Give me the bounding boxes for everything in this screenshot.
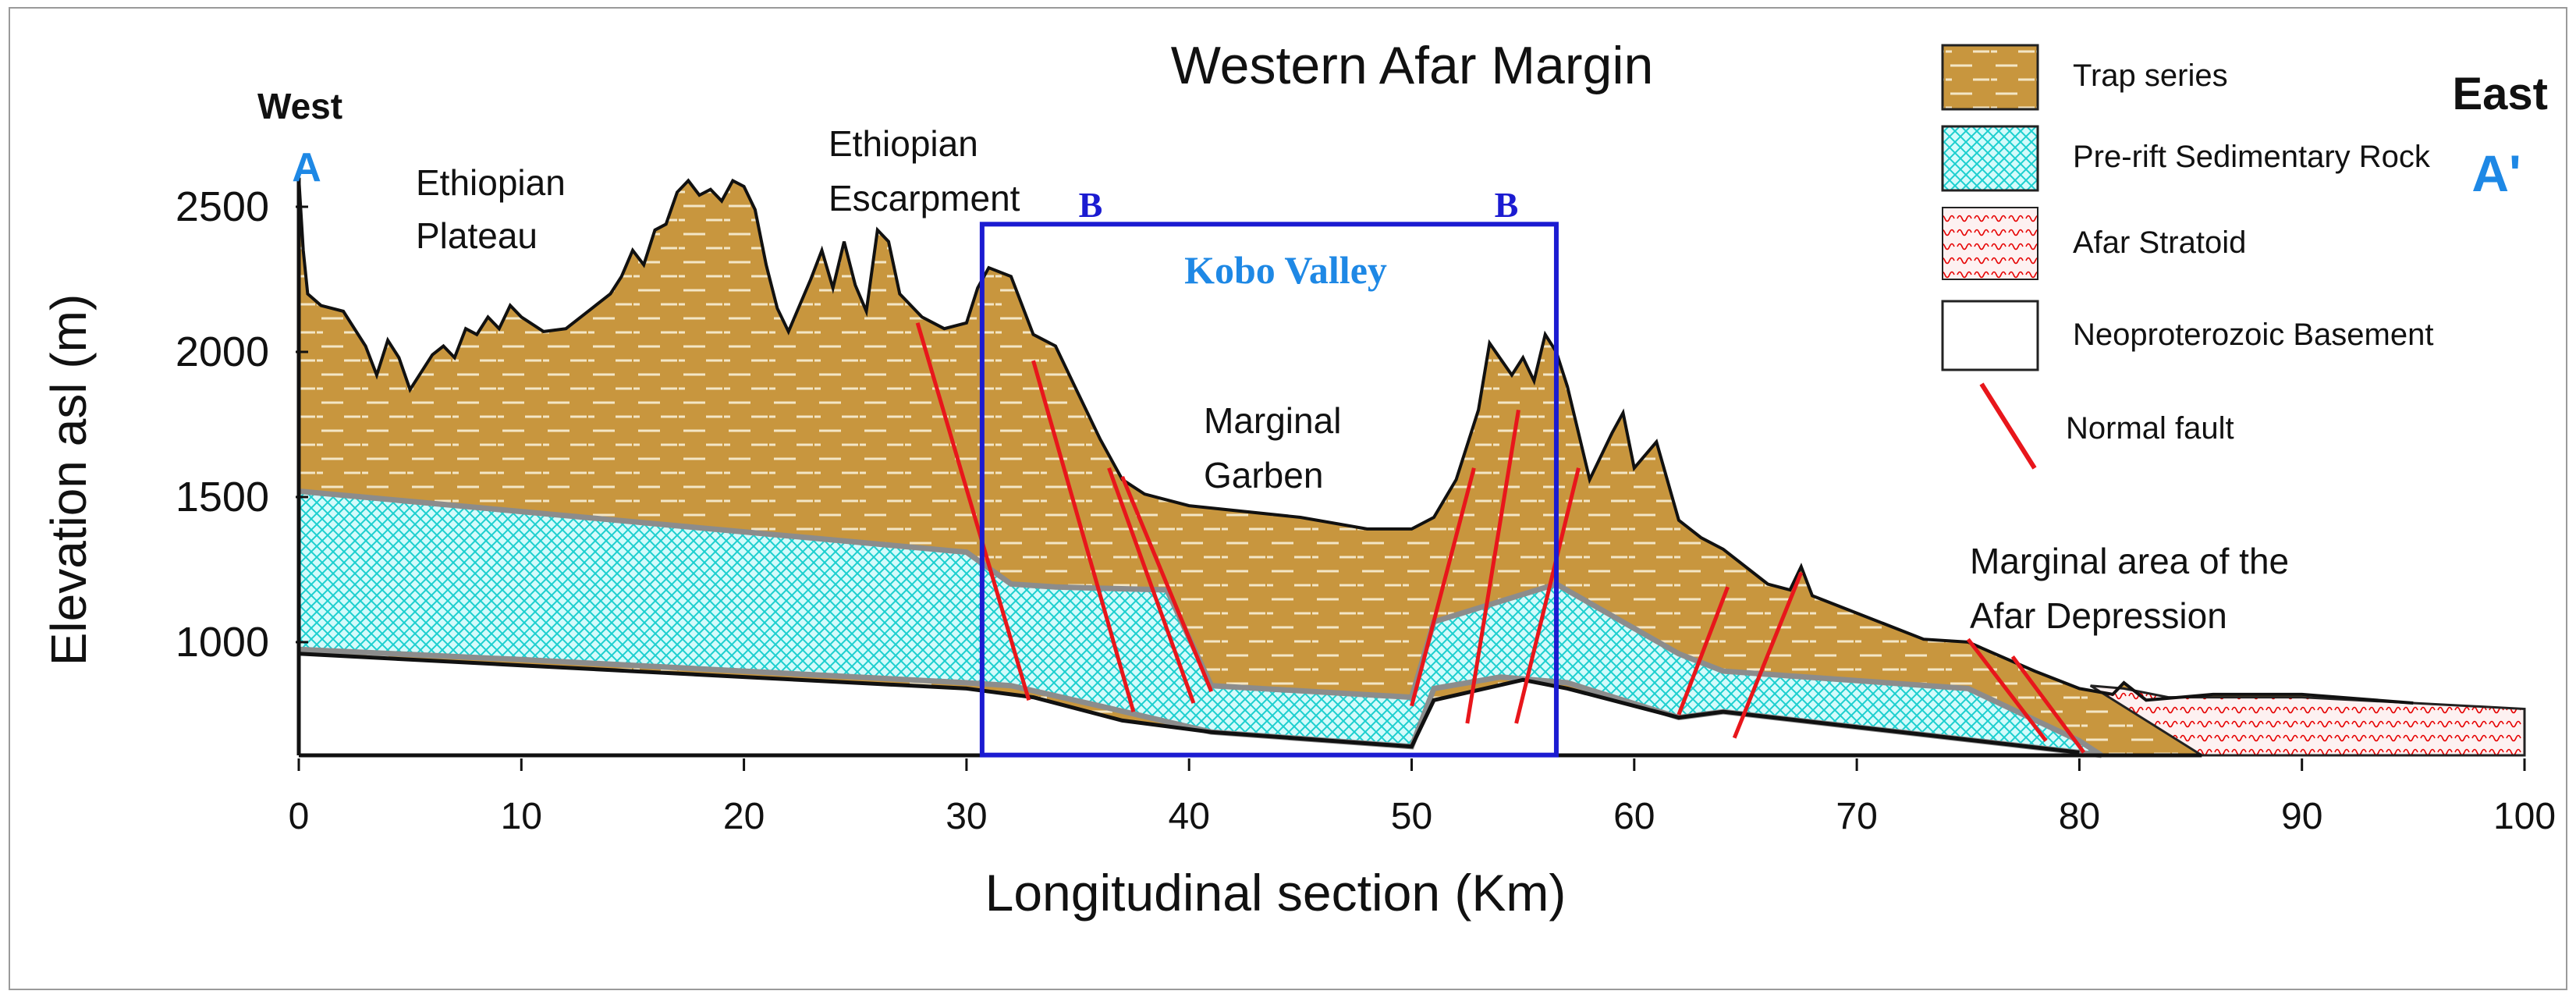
kobo-valley-box [979, 222, 1559, 758]
fault-line [1677, 586, 1730, 716]
trap-series-layer [299, 177, 2525, 756]
box-label-right: B [1495, 185, 1519, 225]
y-tick-label: 2500 [176, 183, 269, 230]
fault-line [1514, 467, 1581, 724]
y-axis: 2500 2000 1500 1000 [176, 183, 308, 666]
fault-line [1966, 638, 2048, 742]
topography-profile [297, 177, 2414, 705]
fault-line [1410, 467, 1476, 707]
frame [9, 7, 2567, 990]
graben-label-line2: Garben [1204, 455, 1323, 495]
legend-swatch-stratoid [1942, 207, 2038, 280]
x-tick-label: 60 [1613, 796, 1655, 837]
y-axis-label: Elevation asl (m) [41, 294, 97, 666]
legend: Trap series Pre-rift Sedimentary Rock Af… [1941, 44, 2433, 470]
fault-lines [915, 322, 2086, 754]
basement-layer [299, 653, 2080, 755]
fault-line [1732, 571, 1804, 739]
legend-label-trap: Trap series [2073, 59, 2228, 93]
trap-base-contact [298, 488, 2103, 758]
legend-label-fault: Normal fault [2066, 411, 2234, 446]
geologic-layers [296, 177, 2526, 758]
x-axis: 0 10 20 30 40 50 60 70 80 90 100 [289, 758, 2556, 837]
fault-line [1120, 475, 1214, 693]
west-label: West [257, 86, 342, 126]
sedimentary-layer [299, 491, 2102, 755]
escarpment-label-line1: Ethiopian [829, 123, 978, 164]
chart-title: Western Afar Margin [1171, 36, 1654, 95]
x-tick-label: 30 [946, 796, 987, 837]
y-tick-label: 1000 [176, 619, 269, 666]
legend-label-stratoid: Afar Stratoid [2073, 226, 2246, 260]
plateau-label-line2: Plateau [416, 215, 538, 256]
fault-line [1465, 409, 1520, 724]
y-tick-label: 2000 [176, 329, 269, 375]
point-a-label: A [292, 145, 321, 190]
fault-line [1107, 467, 1196, 704]
x-tick-label: 70 [1836, 796, 1877, 837]
x-tick-label: 0 [289, 796, 310, 837]
legend-swatch-trap [1941, 44, 2039, 111]
depression-label-line1: Marginal area of the [1970, 541, 2289, 581]
legend-label-basement: Neoproterozoic Basement [2073, 318, 2433, 352]
point-a-prime-label: A' [2471, 144, 2521, 202]
x-tick-label: 100 [2493, 796, 2556, 837]
east-label: East [2452, 69, 2548, 119]
y-tick-label: 1500 [176, 474, 269, 520]
x-tick-label: 40 [1169, 796, 1210, 837]
legend-swatch-fault [1979, 382, 2037, 470]
fault-line [2010, 655, 2086, 754]
depression-label-line2: Afar Depression [1970, 595, 2227, 636]
legend-swatch-sed [1941, 125, 2039, 192]
x-tick-label: 80 [2059, 796, 2100, 837]
graben-label-line1: Marginal [1204, 400, 1341, 441]
x-tick-label: 10 [501, 796, 542, 837]
x-tick-label: 90 [2281, 796, 2322, 837]
legend-swatch-basement [1941, 300, 2039, 371]
escarpment-label-line2: Escarpment [829, 178, 1020, 218]
basement-top-line [298, 652, 2080, 755]
fault-line [1031, 360, 1136, 712]
kobo-valley-label: Kobo Valley [1184, 248, 1387, 292]
plateau-label-line1: Ethiopian [416, 162, 566, 203]
box-label-left: B [1079, 185, 1103, 225]
fault-line [915, 322, 1031, 701]
x-tick-label: 50 [1391, 796, 1432, 837]
x-tick-label: 20 [723, 796, 765, 837]
x-axis-label: Longitudinal section (Km) [985, 864, 1567, 922]
legend-label-sed: Pre-rift Sedimentary Rock [2073, 140, 2431, 174]
